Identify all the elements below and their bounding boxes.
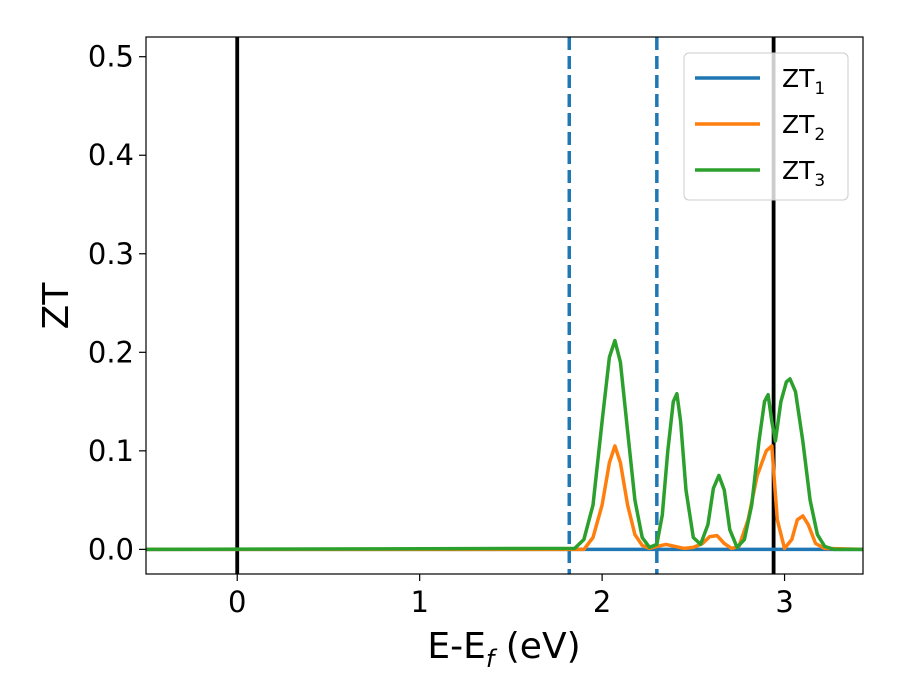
y-tick-label: 0.0	[88, 532, 134, 566]
y-axis-title: ZT	[36, 282, 77, 330]
y-tick-label: 0.3	[88, 237, 134, 271]
y-tick-label: 0.1	[88, 434, 134, 468]
legend-label-zt1: ZT1	[782, 64, 825, 99]
x-tick-label: 0	[228, 585, 246, 619]
x-tick-label: 2	[593, 585, 611, 619]
series-line-zt3	[146, 338, 863, 552]
x-axis-ticks: 0 1 2 3	[228, 574, 794, 619]
plot-frame	[145, 36, 864, 575]
legend-label-zt2: ZT2	[782, 110, 825, 145]
x-axis-title-unit: (eV)	[494, 626, 580, 667]
x-axis-title: E-Ef (eV)	[427, 626, 580, 673]
series-lines	[146, 338, 863, 552]
legend-label-zt3: ZT3	[782, 156, 825, 191]
y-tick-label: 0.4	[88, 138, 134, 172]
x-tick-label: 3	[775, 585, 793, 619]
y-axis-ticks: 0.0 0.1 0.2 0.3 0.4 0.5	[88, 40, 146, 566]
y-tick-label: 0.5	[88, 40, 134, 74]
legend-box	[683, 52, 849, 201]
y-tick-label: 0.2	[88, 335, 134, 369]
series-line-zt2	[146, 444, 863, 552]
legend: ZT1 ZT2 ZT3	[683, 52, 849, 201]
x-axis-title-main: E-E	[427, 626, 485, 667]
x-tick-label: 1	[410, 585, 428, 619]
